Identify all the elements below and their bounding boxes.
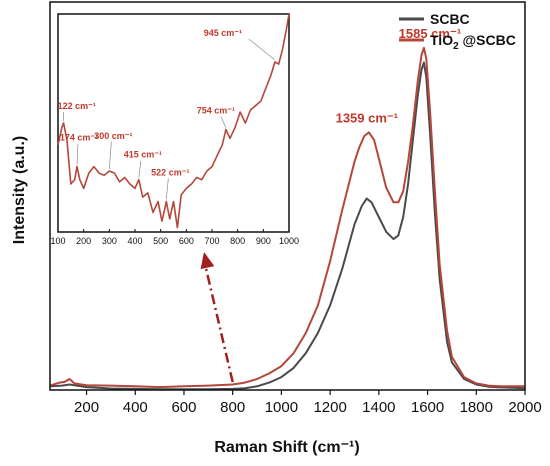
inset-annotation-label: 174 cm⁻¹ [60, 133, 98, 143]
peak-labels: 1359 cm⁻¹ 1585 cm⁻¹ [336, 26, 462, 126]
x-tick-label: 1000 [265, 399, 298, 416]
inset-line [57, 13, 290, 229]
inset-annotation-leader [165, 178, 169, 200]
inset-tick-label: 300 [102, 236, 117, 246]
inset-series-line [57, 13, 290, 229]
x-tick-label: 200 [74, 399, 99, 416]
peak-label: 1359 cm⁻¹ [336, 110, 399, 125]
inset-tick-label: 100 [50, 236, 65, 246]
y-axis-title: Intensity (a.u.) [11, 136, 28, 244]
legend: SCBC TiO2 @SCBC [399, 11, 516, 52]
inset-tick-label: 900 [256, 236, 271, 246]
inset-annotation-leader [108, 141, 112, 169]
x-tick-label: 600 [171, 399, 196, 416]
inset-annotation-leader [220, 116, 227, 128]
inset-tick-label: 200 [76, 236, 91, 246]
inset-annotation-label: 122 cm⁻¹ [58, 101, 96, 111]
peak-label: 1585 cm⁻¹ [399, 26, 462, 41]
inset-annotation-label: 415 cm⁻¹ [124, 150, 162, 160]
inset-annotation-label: 300 cm⁻¹ [94, 131, 132, 141]
x-tick-label: 1800 [460, 399, 493, 416]
inset-arrow [200, 252, 234, 383]
inset-annotation-leader [138, 160, 142, 178]
inset-tick-label: 400 [127, 236, 142, 246]
x-tick-label: 2000 [508, 399, 541, 416]
legend-label-tio2-scbc: TiO2 @SCBC [430, 32, 516, 52]
x-axis-title: Raman Shift (cm⁻¹) [214, 439, 359, 456]
x-tick-label: 1600 [411, 399, 444, 416]
inset-tick-label: 1000 [279, 236, 299, 246]
arrow-head [200, 252, 215, 270]
inset-annotation-leader [76, 143, 79, 165]
plot-frame [49, 1, 526, 391]
x-tick-label: 800 [220, 399, 245, 416]
inset-tick-label: 500 [153, 236, 168, 246]
inset-tick-label: 600 [179, 236, 194, 246]
x-tick-label: 1400 [362, 399, 395, 416]
x-axis-ticks: 200 400 600 800 1000 1200 1400 1600 1800 2000 [74, 390, 542, 416]
inset-annotation-leader [248, 38, 276, 61]
inset-tick-label: 800 [230, 236, 245, 246]
x-tick-label: 400 [123, 399, 148, 416]
arrow-line [202, 259, 234, 383]
legend-label-scbc: SCBC [430, 11, 470, 27]
series-line-tio2-scbc [49, 46, 525, 389]
inset-x-ticks: 100 200 300 400 500 600 700 800 900 1000 [50, 229, 299, 246]
inset-frame [57, 13, 290, 233]
inset-annotation-label: 754 cm⁻¹ [197, 106, 235, 116]
inset-annotation-label: 522 cm⁻¹ [151, 167, 189, 177]
inset-annotation-label: 945 cm⁻¹ [204, 28, 242, 38]
inset-tick-label: 700 [204, 236, 219, 246]
x-tick-label: 1200 [313, 399, 346, 416]
